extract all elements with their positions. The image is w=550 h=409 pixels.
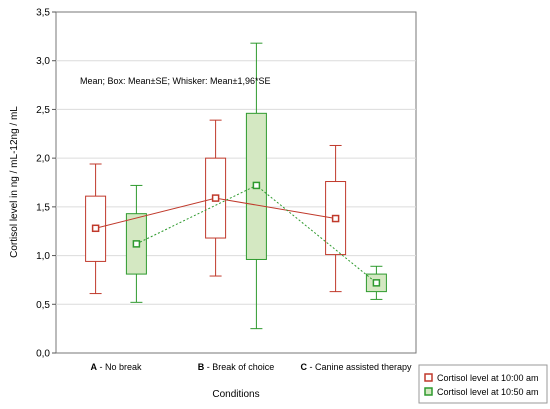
- legend-swatch: [424, 387, 433, 396]
- legend-label: Cortisol level at 10:50 am: [437, 387, 539, 397]
- category-label-b: B - Break of choice: [198, 362, 275, 372]
- y-tick-label: 2,5: [36, 105, 50, 116]
- y-tick-label: 2,0: [36, 154, 50, 165]
- y-tick-label: 0,5: [36, 300, 50, 311]
- grid-lines: [56, 60, 416, 305]
- legend-frame: [418, 364, 548, 404]
- y-tick-label: 0,0: [36, 349, 50, 360]
- category-name: - No break: [97, 362, 142, 372]
- mean-marker: [132, 240, 141, 248]
- y-tick-label: 1,5: [36, 202, 50, 213]
- y-tick-label: 1,0: [36, 251, 50, 262]
- mean-marker: [252, 181, 261, 190]
- y-tick-label: 3,5: [36, 8, 50, 19]
- y-tick-label: 3,0: [36, 56, 50, 67]
- legend-swatch: [424, 373, 433, 382]
- mean-marker: [372, 279, 381, 287]
- stats-annotation: Mean; Box: Mean±SE; Whisker: Mean±1,96*S…: [80, 76, 270, 86]
- legend: Cortisol level at 10:00 am Cortisol level…: [418, 364, 548, 404]
- mean-markers-layer: [91, 181, 381, 287]
- y-axis-title: Cortisol level in ng / mL-12ng / mL: [9, 106, 20, 258]
- mean-marker: [91, 224, 100, 233]
- mean-marker: [211, 194, 220, 202]
- category-letter: C: [300, 362, 307, 372]
- category-label-c: C - Canine assisted therapy: [300, 362, 412, 372]
- y-axis-ticks: 0,0 0,5 1,0 1,5 2,0 2,5 3,0 3,5: [36, 8, 56, 360]
- category-label-a: A - No break: [90, 362, 142, 372]
- x-axis-title: Conditions: [212, 389, 259, 400]
- plot-area: [55, 11, 417, 354]
- category-name: - Canine assisted therapy: [307, 362, 412, 372]
- mean-marker: [331, 214, 340, 223]
- category-letter: A: [90, 362, 97, 372]
- legend-label: Cortisol level at 10:00 am: [437, 373, 539, 383]
- category-letter: B: [198, 362, 205, 372]
- category-name: - Break of choice: [204, 362, 274, 372]
- category-labels: A - No break B - Break of choice C - Canin…: [90, 362, 412, 372]
